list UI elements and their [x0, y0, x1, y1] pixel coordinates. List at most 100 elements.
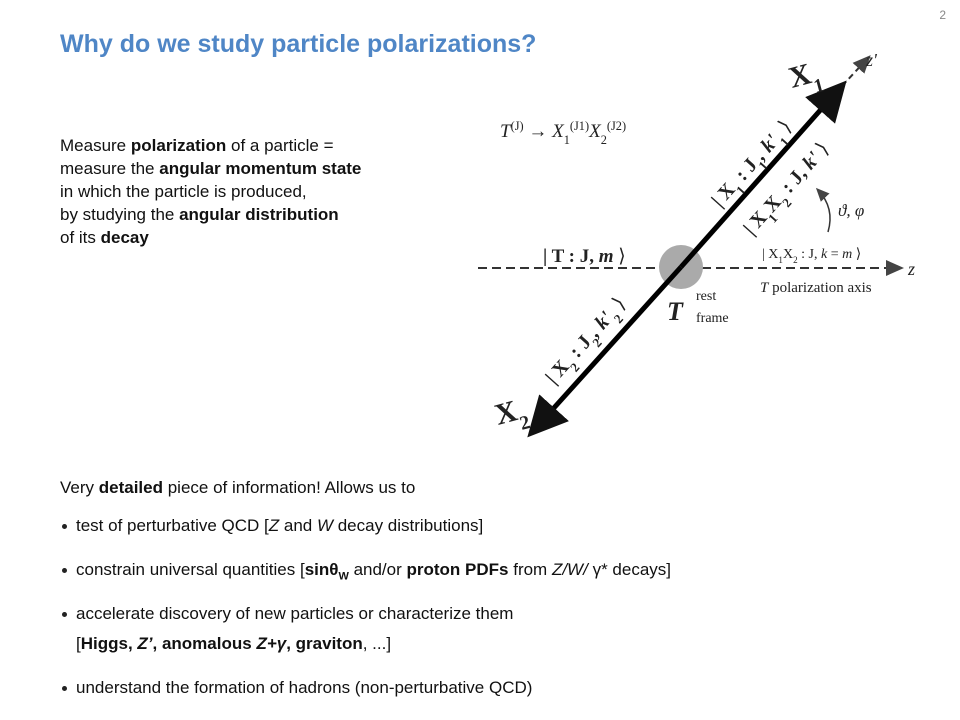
- text-run: z': [865, 50, 878, 70]
- text-run: γ* decays]: [587, 560, 671, 579]
- bullet-dot: [62, 568, 67, 573]
- text-run: m: [599, 246, 614, 267]
- text-run: T: [667, 297, 684, 326]
- text-run: | X: [762, 247, 778, 262]
- text-run: sinθ: [304, 560, 339, 579]
- diagram-label: X2: [491, 392, 532, 440]
- slide-title: Why do we study particle polarizations?: [60, 30, 537, 58]
- text-run: 1: [812, 75, 827, 98]
- text-line: constrain universal quantities [sinθW an…: [76, 558, 671, 588]
- diagram-label: z': [865, 50, 878, 70]
- bullet-dot: [62, 524, 67, 529]
- bullet-item: accelerate discovery of new particles or…: [76, 602, 513, 662]
- text-run: m: [842, 247, 852, 262]
- z-prime-axis: [841, 55, 871, 87]
- text-run: 2: [601, 133, 607, 147]
- text-line: of its decay: [60, 226, 361, 249]
- text-line: accelerate discovery of new particles or…: [76, 602, 513, 625]
- diagram-label: | X1X2 : J, k = m ⟩: [762, 247, 861, 265]
- detail-line: Very detailed piece of information! Allo…: [60, 476, 415, 499]
- text-run: , graviton: [286, 634, 363, 653]
- text-run: X: [491, 394, 521, 432]
- text-line: by studying the angular distribution: [60, 203, 361, 226]
- diagram-label: T polarization axis: [760, 280, 872, 296]
- text-run: Very: [60, 478, 99, 497]
- text-run: test of perturbative QCD [: [76, 516, 269, 535]
- text-run: Z+γ: [256, 634, 287, 653]
- bullet-dot: [62, 612, 67, 617]
- text-run: Measure: [60, 136, 131, 155]
- text-run: Higgs,: [80, 634, 138, 653]
- text-run: =: [827, 247, 842, 262]
- diagram-label: ϑ, φ: [838, 201, 864, 220]
- text-run: 2: [793, 255, 798, 265]
- text-run: | T : J,: [543, 246, 599, 267]
- text-run: rest: [696, 289, 716, 304]
- text-run: piece of information! Allows us to: [163, 478, 416, 497]
- text-run: 2: [518, 412, 533, 435]
- text-run: Z’: [137, 634, 153, 653]
- text-run: X: [785, 57, 815, 95]
- bullet-item: constrain universal quantities [sinθW an…: [76, 558, 671, 595]
- text-run: decay: [100, 228, 149, 247]
- text-run: measure the: [60, 159, 160, 178]
- text-run: from: [508, 560, 552, 579]
- text-run: k: [821, 247, 828, 262]
- text-run: X: [551, 121, 565, 142]
- x2-arrow: [527, 265, 683, 438]
- text-run: and/or: [348, 560, 407, 579]
- text-run: by studying the: [60, 205, 180, 224]
- text-run: →: [524, 121, 553, 142]
- text-run: ⟩: [852, 247, 861, 262]
- text-run: and: [279, 516, 317, 535]
- text-line: Measure polarization of a particle =: [60, 134, 361, 157]
- text-run: W: [338, 570, 349, 583]
- text-run: , anomalous: [152, 634, 257, 653]
- intro: Measure polarization of a particle = meas…: [60, 134, 361, 249]
- diagram-label: T(J) → X1(J1)X2(J2): [500, 119, 626, 147]
- diagram-label: frame: [696, 311, 729, 326]
- text-run: proton PDFs: [406, 560, 509, 579]
- text-run: of a particle =: [226, 136, 334, 155]
- text-run: polarization: [130, 136, 227, 155]
- text-run: X: [783, 247, 793, 262]
- text-run: angular momentum state: [159, 159, 362, 178]
- bullet-item: test of perturbative QCD [Z and W decay …: [76, 514, 483, 544]
- text-run: (J1): [570, 119, 589, 133]
- diagram-label: z: [907, 259, 915, 279]
- text-line: in which the particle is produced,: [60, 180, 361, 203]
- text-run: understand the formation of hadrons (non…: [76, 678, 533, 697]
- text-run: in which the particle is produced,: [60, 182, 307, 201]
- text-line: understand the formation of hadrons (non…: [76, 676, 532, 699]
- x1-arrow: [679, 80, 847, 269]
- diagram-label: | T : J, m ⟩: [543, 246, 626, 267]
- diagram-label: rest: [696, 289, 716, 304]
- text-line: [Higgs, Z’, anomalous Z+γ, graviton, ...…: [76, 632, 513, 655]
- text-line: measure the angular momentum state: [60, 157, 361, 180]
- text-line: test of perturbative QCD [Z and W decay …: [76, 514, 483, 537]
- text-run: (J): [511, 119, 524, 133]
- text-run: constrain universal quantities [: [76, 560, 305, 579]
- text-run: (J2): [607, 119, 626, 133]
- diagram-label: | X2 : J2, k'2 ⟩: [541, 293, 634, 392]
- text-run: T: [760, 280, 770, 296]
- text-run: ϑ, φ: [838, 201, 864, 220]
- text-run: detailed: [98, 478, 163, 497]
- text-run: Z/W/: [551, 560, 588, 579]
- text-run: frame: [696, 311, 729, 326]
- text-run: decay distributions]: [333, 516, 484, 535]
- text-run: 1: [564, 133, 570, 147]
- text-run: ⟩: [605, 293, 630, 317]
- page-number: 2: [939, 8, 946, 22]
- bullet-dot: [62, 686, 67, 691]
- text-run: ⟩: [771, 116, 796, 140]
- diagram-label: X1: [785, 55, 826, 103]
- text-run: 1: [778, 255, 783, 265]
- text-run: X: [588, 121, 602, 142]
- diagram-label: T: [667, 297, 684, 326]
- text-run: : J,: [798, 247, 821, 262]
- text-run: [: [76, 634, 81, 653]
- text-run: of its: [60, 228, 101, 247]
